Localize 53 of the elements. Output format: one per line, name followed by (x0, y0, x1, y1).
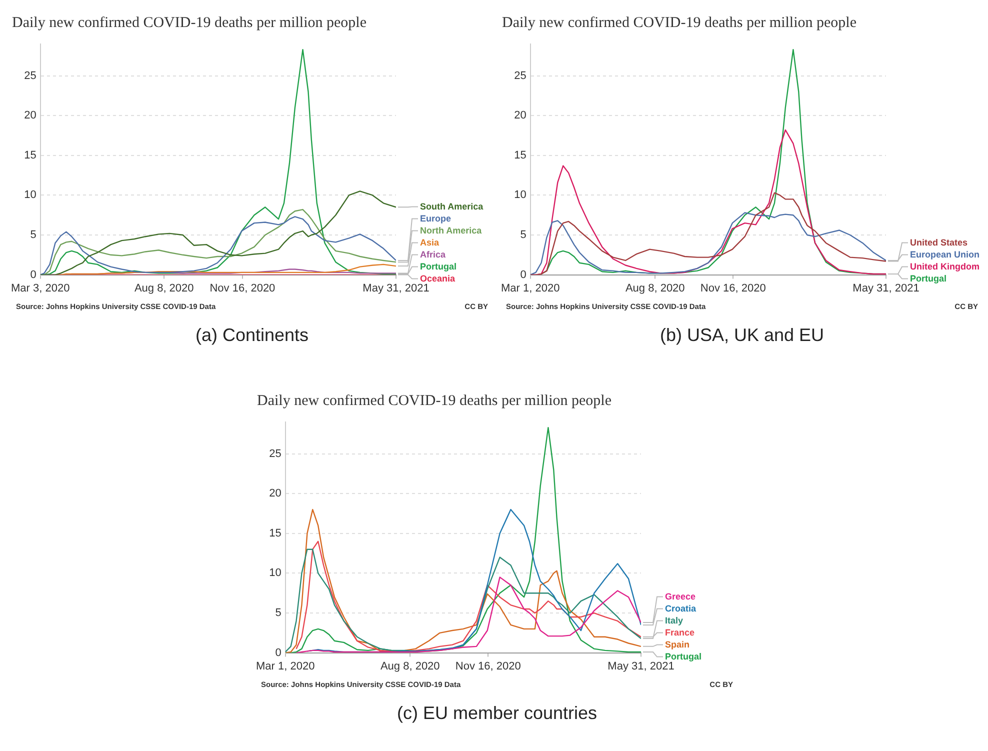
text: Portugal (910, 273, 947, 284)
y-tick-label: 0 (275, 646, 282, 659)
x-tick-label: Nov 16, 2020 (210, 282, 276, 294)
y-tick-label: 25 (24, 70, 36, 82)
y-tick-label: 15 (24, 149, 36, 162)
text: Asia (420, 237, 440, 248)
y-tick-label: 5 (275, 607, 282, 620)
text: South America (420, 201, 484, 212)
text: North America (420, 225, 483, 236)
text: (a) Continents (194, 325, 310, 346)
y-tick-label: 5 (30, 229, 36, 242)
chart-title: Daily new confirmed COVID-19 deaths per million people (12, 14, 367, 31)
y-tick-label: 0 (30, 268, 36, 281)
x-tick-label: Aug 8, 2020 (380, 660, 440, 672)
text: Portugal (665, 651, 702, 662)
x-tick-label: Mar 3, 2020 (11, 282, 70, 294)
text: Portugal (420, 261, 457, 272)
chart-title: Daily new confirmed COVID-19 deaths per million people (502, 14, 857, 31)
text: Africa (420, 249, 447, 260)
x-tick-label: Nov 16, 2020 (455, 660, 521, 672)
y-tick-label: 10 (514, 189, 526, 202)
y-tick-label: 20 (24, 110, 36, 122)
y-tick-label: 20 (269, 488, 282, 500)
text: United States (910, 237, 968, 248)
y-tick-label: 10 (24, 189, 36, 202)
text: (b) USA, UK and EU (658, 325, 826, 346)
text: (c) EU member countries (396, 703, 598, 724)
y-tick-label: 25 (269, 448, 282, 460)
x-tick-label: Mar 1, 2020 (256, 660, 315, 672)
text: Croatia (665, 603, 697, 614)
x-tick-label: May 31, 2021 (362, 282, 430, 294)
text: Italy (665, 615, 684, 626)
x-tick-label: May 31, 2021 (852, 282, 920, 294)
x-tick-label: Aug 8, 2020 (134, 282, 194, 294)
y-tick-label: 15 (269, 527, 282, 540)
y-tick-label: 5 (520, 229, 526, 242)
text: Spain (665, 639, 690, 650)
text: Oceania (420, 273, 456, 284)
x-tick-label: Nov 16, 2020 (700, 282, 766, 294)
chart-title: Daily new confirmed COVID-19 deaths per million people (257, 392, 612, 409)
y-tick-label: 15 (514, 149, 526, 162)
y-tick-label: 20 (514, 110, 526, 122)
text: Greece (665, 591, 696, 602)
y-tick-label: 25 (514, 70, 526, 82)
x-tick-label: Mar 1, 2020 (501, 282, 560, 294)
text: France (665, 627, 695, 638)
text: European Union (910, 249, 980, 260)
y-tick-label: 10 (269, 567, 282, 580)
y-tick-label: 0 (520, 268, 526, 281)
text: United Kingdom (910, 261, 980, 272)
x-tick-label: May 31, 2021 (608, 660, 674, 672)
x-tick-label: Aug 8, 2020 (625, 282, 685, 294)
text: Europe (420, 213, 452, 224)
